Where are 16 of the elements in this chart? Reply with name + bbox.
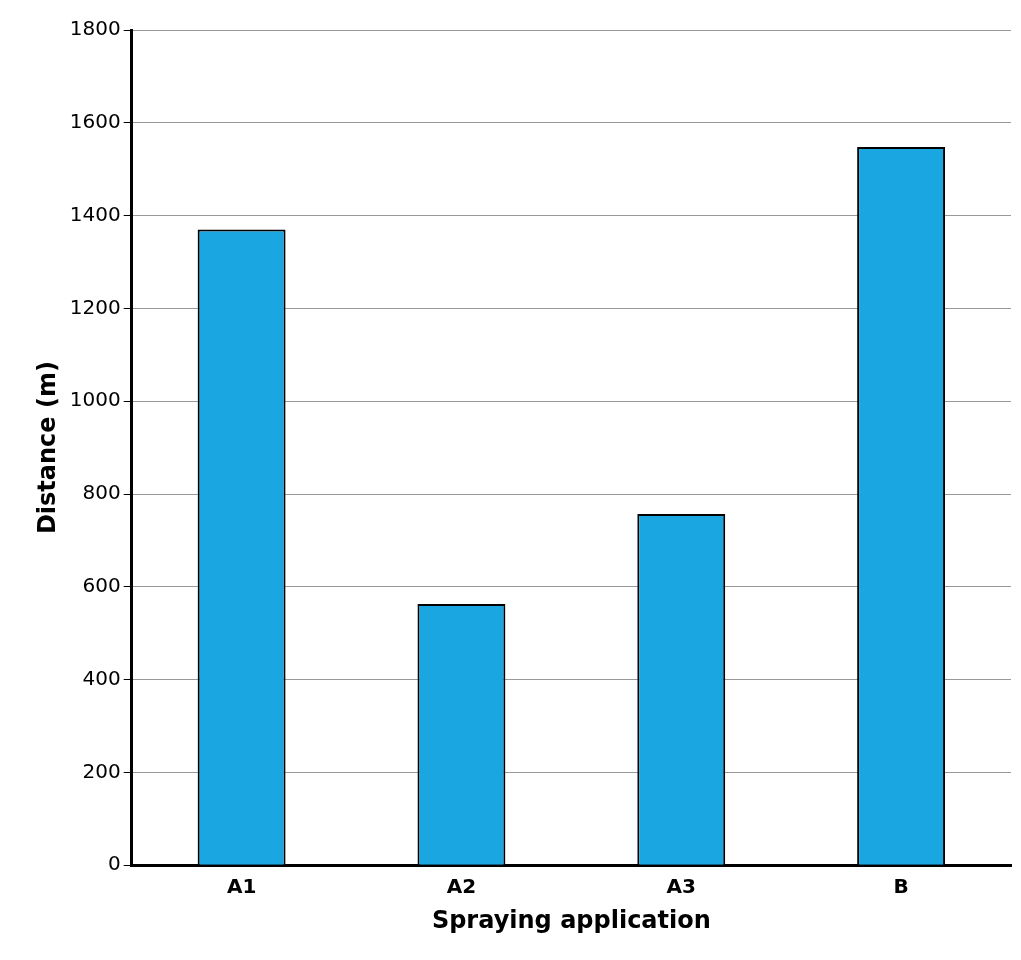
y-tick-label: 1400 bbox=[69, 201, 121, 226]
x-axis-title: Spraying application bbox=[431, 905, 711, 934]
y-tick-label: 400 bbox=[82, 665, 121, 690]
x-tick-label: B bbox=[893, 874, 909, 899]
y-tick-label: 1600 bbox=[69, 109, 121, 133]
y-tick-label: 800 bbox=[82, 480, 121, 505]
y-tick-label: 1200 bbox=[69, 294, 121, 319]
x-tick-label: A3 bbox=[666, 874, 696, 899]
y-tick-label: 600 bbox=[82, 573, 121, 597]
y-tick-label: 0 bbox=[107, 851, 121, 876]
x-tick-label: A1 bbox=[226, 874, 257, 899]
x-tick-label: A2 bbox=[446, 874, 477, 899]
y-tick-label: 1000 bbox=[69, 387, 121, 412]
y-axis-title: Distance (m) bbox=[32, 361, 61, 535]
y-tick-label: 1800 bbox=[69, 16, 121, 41]
y-tick-label: 200 bbox=[82, 758, 121, 783]
